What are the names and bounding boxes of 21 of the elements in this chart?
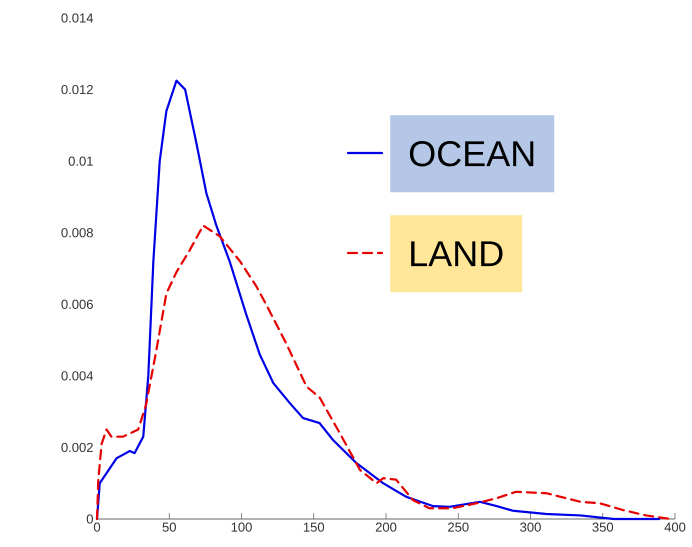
y-tick-label: 0.002 [61,442,93,452]
y-tick-label: 0.006 [61,300,93,309]
x-tick-label: 50 [162,522,176,532]
y-tick-label: 0.012 [61,84,93,94]
line-series [96,80,660,520]
line-series [96,224,672,520]
x-tick-label: 200 [376,522,396,532]
y-tick-label: 0.01 [68,156,93,166]
x-tick-label: 100 [232,522,252,532]
y-tick-label: 0.008 [61,228,93,238]
x-tick-label: 0 [94,522,100,532]
legend-label: LAND [411,241,503,266]
y-tick-label: 0 [86,514,93,524]
x-tick-label: 350 [592,522,614,532]
x-tick-label: 150 [304,522,324,532]
legend-label: OCEAN [410,140,534,166]
x-tick-label: 250 [448,522,469,532]
x-tick-label: 400 [664,522,686,532]
y-tick-label: 0.004 [61,371,94,380]
x-tick-label: 300 [520,522,541,532]
y-tick-label: 0.014 [61,13,94,23]
